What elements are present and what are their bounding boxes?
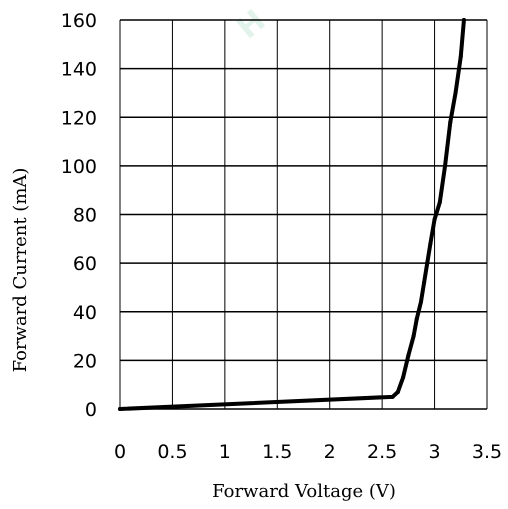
x-tick-labels: 0 0.5 1 1.5 2 2.5 3 3.5 bbox=[114, 441, 502, 463]
data-point bbox=[458, 54, 463, 59]
data-point bbox=[443, 163, 448, 168]
data-point bbox=[414, 317, 419, 322]
y-tick-labels: 0 20 40 60 80 100 120 140 160 bbox=[61, 10, 97, 421]
x-tick-label: 0 bbox=[114, 441, 126, 463]
y-tick-label: 0 bbox=[85, 399, 97, 421]
x-tick-label: 1 bbox=[219, 441, 231, 463]
x-tick-label: 0.5 bbox=[157, 441, 187, 463]
x-tick-label: 3 bbox=[429, 441, 441, 463]
x-axis-title: Forward Voltage (V) bbox=[212, 481, 396, 502]
data-point bbox=[448, 120, 453, 125]
data-point bbox=[422, 280, 427, 285]
x-tick-label: 1.5 bbox=[262, 441, 292, 463]
data-point bbox=[453, 90, 458, 95]
data-point bbox=[428, 241, 433, 246]
data-point bbox=[395, 389, 400, 394]
data-point bbox=[390, 394, 395, 399]
data-point bbox=[432, 217, 437, 222]
y-tick-label: 100 bbox=[61, 156, 97, 178]
grid bbox=[119, 19, 488, 410]
data-point bbox=[118, 407, 122, 411]
x-tick-label: 3.5 bbox=[472, 441, 502, 463]
x-tick-label: 2 bbox=[324, 441, 336, 463]
series-layer bbox=[118, 18, 466, 411]
data-point bbox=[425, 261, 430, 266]
y-tick-label: 160 bbox=[61, 10, 97, 32]
data-point bbox=[411, 334, 416, 339]
iv-curve bbox=[118, 18, 466, 411]
x-tick-label: 2.5 bbox=[367, 441, 397, 463]
data-point bbox=[437, 200, 442, 205]
y-tick-label: 20 bbox=[73, 350, 97, 372]
y-tick-label: 60 bbox=[73, 253, 97, 275]
data-point bbox=[418, 300, 423, 305]
y-tick-label: 120 bbox=[61, 107, 97, 129]
y-tick-label: 80 bbox=[73, 205, 97, 227]
data-point bbox=[461, 18, 466, 22]
watermark: H bbox=[231, 3, 273, 46]
y-tick-label: 40 bbox=[73, 302, 97, 324]
data-point bbox=[401, 375, 406, 380]
y-tick-label: 140 bbox=[61, 59, 97, 81]
y-axis-title: Forward Current (mA) bbox=[10, 168, 31, 373]
data-point bbox=[406, 353, 411, 358]
